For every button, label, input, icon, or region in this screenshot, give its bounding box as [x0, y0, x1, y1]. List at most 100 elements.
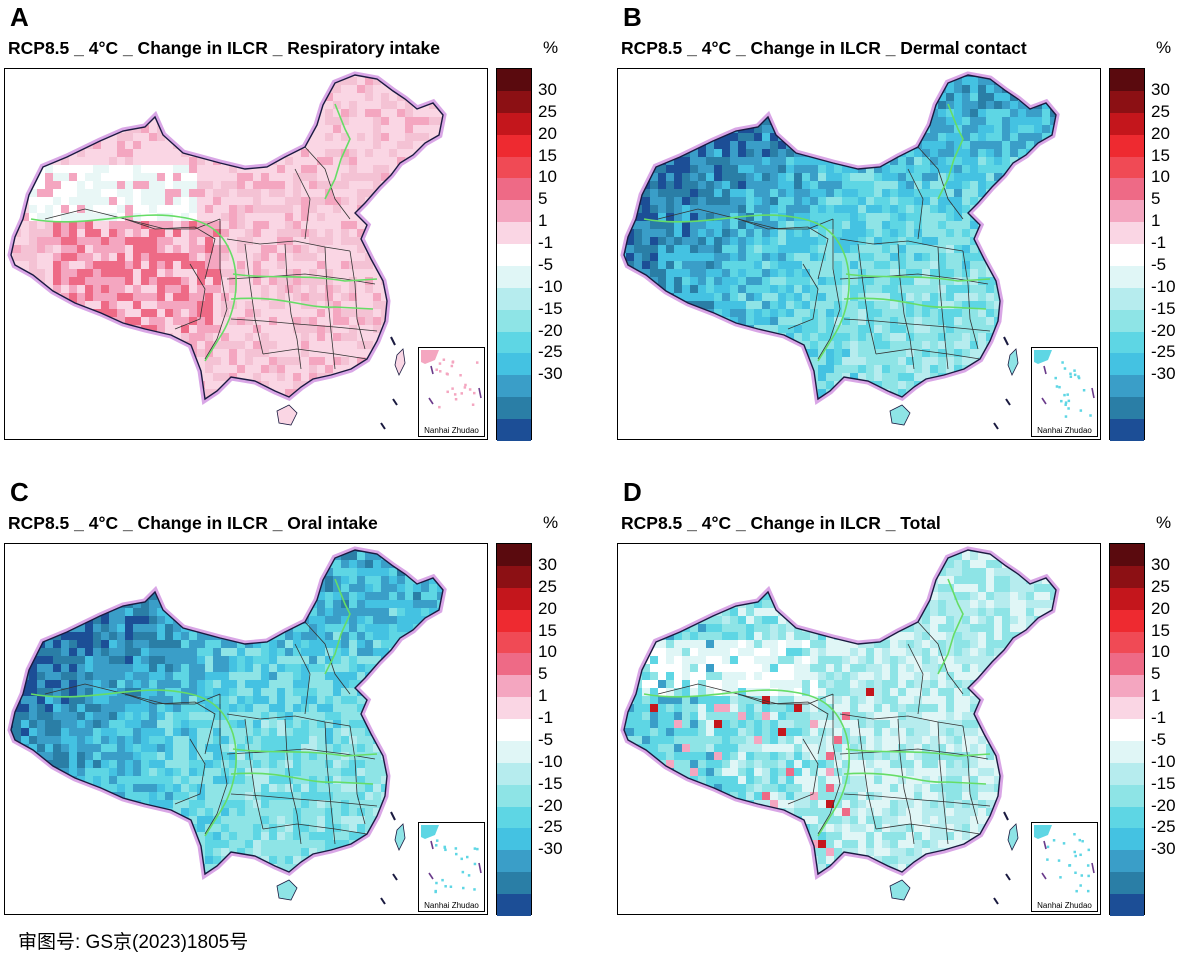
colorbar-tick-label: -20 — [1151, 320, 1176, 340]
province-boundary — [44, 683, 221, 705]
geographic-divide-line — [937, 578, 964, 675]
country-outline — [623, 74, 1057, 401]
colorbar-segment — [1110, 894, 1144, 917]
inset-island — [449, 885, 453, 888]
geographic-divide-line — [937, 103, 964, 200]
colorbar-segment — [1110, 265, 1144, 289]
inset-boundary-dash — [1041, 872, 1047, 880]
inset-island — [460, 392, 464, 395]
colorbar-segment — [497, 784, 531, 808]
island-marker — [392, 398, 398, 406]
colorbar-tick-label: -15 — [538, 298, 563, 318]
inset-island — [1062, 842, 1066, 845]
province-boundary — [324, 721, 336, 845]
colorbar-segment — [497, 156, 531, 179]
inset-island — [446, 373, 449, 376]
inset-label: Nanhai Zhudao — [1037, 901, 1092, 910]
colorbar-tick-label: 15 — [538, 620, 557, 640]
colorbar-tick-label: 15 — [1151, 145, 1170, 165]
map-approval-number: 审图号: GS京(2023)1805号 — [18, 932, 249, 953]
colorbar-segment — [497, 762, 531, 786]
colorbar-tick-label: 1 — [538, 211, 548, 231]
province-boundary — [962, 725, 979, 825]
province-boundary — [875, 823, 981, 835]
colorbar-segment — [497, 134, 531, 158]
province-boundary — [937, 246, 949, 370]
geographic-divide-line — [643, 689, 850, 837]
inset-island — [473, 862, 477, 866]
nanhai-inset: Nanhai Zhudao — [418, 822, 485, 912]
colorbar-tick-label: 30 — [538, 554, 557, 574]
colorbar-tick-label: -25 — [1151, 342, 1176, 362]
island-marker — [1003, 336, 1009, 346]
inset-island — [1079, 409, 1083, 412]
inset-island — [473, 888, 476, 891]
raster-cells — [624, 75, 1056, 399]
colorbar-segment — [1110, 719, 1144, 742]
colorbar-segment — [1110, 309, 1144, 333]
inset-island — [435, 839, 439, 842]
colorbar-tick-label: 30 — [1151, 554, 1170, 574]
taiwan-island — [1007, 348, 1019, 376]
inset-island — [1081, 839, 1084, 843]
inset-island — [435, 881, 438, 885]
geographic-divide-line — [232, 748, 378, 757]
province-boundary — [787, 263, 819, 330]
colorbar-segment — [1110, 244, 1144, 267]
inset-island — [446, 390, 449, 394]
inset-coast — [1034, 350, 1052, 364]
colorbar-segment — [1110, 784, 1144, 808]
inset-map — [421, 350, 482, 409]
inset-island — [471, 403, 475, 406]
inset-label: Nanhai Zhudao — [424, 901, 479, 910]
province-boundary — [817, 694, 841, 835]
colorbar-tick-label: -10 — [538, 751, 563, 771]
raster-cells — [11, 550, 443, 874]
colorbar-tick-label: 10 — [1151, 642, 1170, 662]
inset-island — [1069, 375, 1073, 378]
colorbar-segment — [497, 587, 531, 611]
inset-island — [438, 405, 441, 409]
colorbar-tick-label: -1 — [1151, 233, 1167, 253]
inset-island — [454, 847, 458, 850]
colorbar-segment — [1110, 419, 1144, 442]
colorbar-segment — [1110, 90, 1144, 114]
inset-island — [451, 361, 455, 364]
province-boundary — [843, 318, 991, 332]
inset-island — [1073, 373, 1077, 377]
geographic-divide-line — [845, 748, 991, 757]
inset-island — [1054, 376, 1057, 380]
unit-label: % — [1156, 38, 1172, 57]
china-map — [620, 71, 1060, 430]
inset-island — [444, 848, 447, 852]
province-boundary — [817, 219, 841, 360]
colorbar-segment — [497, 331, 531, 354]
colorbar-segment — [1110, 178, 1144, 201]
province-boundary — [917, 621, 964, 695]
colorbar-segment — [497, 178, 531, 201]
inset-island — [1061, 361, 1064, 364]
inset-island — [1055, 385, 1059, 388]
province-boundary — [124, 218, 216, 280]
geographic-divide-line — [30, 214, 237, 362]
colorbar-segment — [1110, 156, 1144, 179]
inset-boundary-dash — [1041, 397, 1047, 405]
colorbar-tick-label: 25 — [538, 101, 557, 121]
colorbar-segment — [497, 609, 531, 633]
colorbar-segment — [497, 631, 531, 654]
colorbar-tick-label: -1 — [538, 233, 554, 253]
unit-label: % — [1156, 513, 1172, 532]
province-boundary — [937, 721, 949, 845]
inset-island — [434, 844, 438, 847]
inset-island — [475, 361, 479, 364]
colorbar-segment — [497, 112, 531, 136]
province-boundary — [737, 693, 829, 755]
colorbar-segment — [497, 90, 531, 114]
inset-island — [441, 878, 444, 882]
colorbar-tick-label: -30 — [1151, 364, 1176, 384]
colorbar-segment — [1110, 762, 1144, 786]
colorbar-tick-label: -5 — [538, 254, 554, 274]
map-frame: Nanhai Zhudao — [617, 68, 1101, 440]
inset-island — [461, 870, 465, 874]
inset-island — [1073, 369, 1076, 372]
